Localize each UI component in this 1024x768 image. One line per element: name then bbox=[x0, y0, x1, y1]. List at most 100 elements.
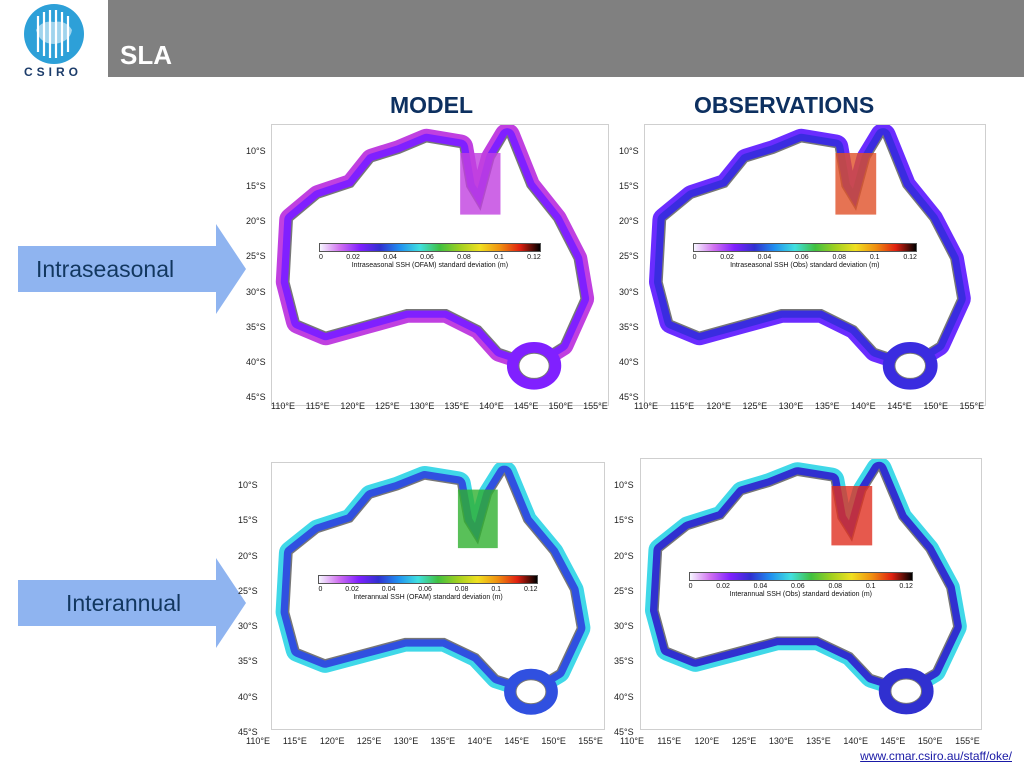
lat-tick-label: 45°S bbox=[619, 392, 639, 402]
colorbar-ticks: 0 0.02 0.04 0.06 0.08 0.1 0.12 bbox=[318, 586, 537, 593]
colorbar-gradient bbox=[319, 242, 541, 252]
lat-tick-label: 25°S bbox=[238, 585, 258, 596]
lon-tick-label: 130°E bbox=[778, 401, 804, 411]
lon-tick-label: 150°E bbox=[917, 736, 943, 746]
colorbar-ticks: 0 0.02 0.04 0.06 0.08 0.1 0.12 bbox=[693, 254, 917, 261]
lat-tick-label: 15°S bbox=[614, 515, 634, 526]
colorbar-tick-label: 0 bbox=[692, 253, 697, 261]
map-panel: 0 0.02 0.04 0.06 0.08 0.1 0.12 Intraseasonal SS… bbox=[271, 123, 609, 406]
colorbar-tick-label: 0.06 bbox=[420, 253, 434, 261]
colorbar-tick-label: 0.06 bbox=[418, 585, 432, 593]
colorbar-tick-label: 0.08 bbox=[457, 253, 471, 261]
colorbar-caption: Interannual SSH (OFAM) standard deviatio… bbox=[353, 593, 503, 601]
lon-tick-label: 155°E bbox=[955, 736, 980, 746]
colorbar-tick-label: 0.12 bbox=[527, 253, 541, 261]
lon-tick-label: 120°E bbox=[706, 401, 731, 411]
colorbar: 0 0.02 0.04 0.06 0.08 0.1 0.12 Interannual SSH … bbox=[318, 574, 538, 601]
row-label-intraseasonal: Intraseasonal bbox=[36, 256, 175, 282]
lon-tick-label: 135°E bbox=[444, 401, 470, 411]
lat-tick-label: 25°S bbox=[246, 251, 266, 262]
colorbar-tick-label: 0.08 bbox=[454, 585, 469, 593]
lon-tick-label: 120°E bbox=[340, 401, 365, 411]
colorbar-tick-label: 0.08 bbox=[828, 583, 843, 591]
lon-tick-label: 150°E bbox=[541, 736, 566, 746]
colorbar-tick-label: 0.1 bbox=[869, 253, 880, 261]
arrow-interannual bbox=[18, 558, 246, 648]
colorbar-tick-label: 0 bbox=[319, 253, 323, 261]
lat-tick-label: 10°S bbox=[246, 146, 266, 156]
lon-tick-label: 115°E bbox=[657, 736, 682, 746]
lon-tick-label: 155°E bbox=[583, 401, 608, 411]
lat-tick-label: 40°S bbox=[619, 356, 639, 367]
arrow-intraseasonal bbox=[18, 224, 246, 314]
lon-tick-label: 120°E bbox=[694, 736, 720, 746]
lon-tick-label: 145°E bbox=[504, 736, 530, 746]
colorbar-tick-label: 0.06 bbox=[795, 253, 809, 261]
lat-tick-label: 25°S bbox=[619, 251, 639, 262]
header-bar bbox=[108, 0, 1024, 77]
lat-tick-label: 15°S bbox=[246, 181, 266, 192]
lon-tick-label: 125°E bbox=[742, 401, 768, 411]
lon-tick-label: 110°E bbox=[271, 401, 295, 411]
colorbar-tick-label: 0.02 bbox=[720, 253, 734, 261]
lat-tick-label: 35°S bbox=[619, 321, 639, 332]
colorbar: 0 0.02 0.04 0.06 0.08 0.1 0.12 Intraseasonal SS… bbox=[692, 242, 917, 269]
colorbar-caption: Intraseasonal SSH (OFAM) standard deviat… bbox=[351, 261, 509, 269]
lat-tick-label: 30°S bbox=[619, 286, 639, 297]
colorbar-gradient bbox=[692, 242, 917, 252]
colorbar-caption: Intraseasonal SSH (Obs) standard deviati… bbox=[730, 261, 880, 269]
lon-tick-label: 115°E bbox=[670, 401, 695, 411]
lon-tick-label: 115°E bbox=[305, 401, 330, 411]
lon-tick-label: 155°E bbox=[959, 401, 985, 411]
colorbar-tick-label: 0.04 bbox=[383, 253, 397, 261]
map-panel: 0 0.02 0.04 0.06 0.08 0.1 0.12 Interannual SSH … bbox=[640, 456, 982, 730]
lon-tick-label: 135°E bbox=[814, 401, 840, 411]
lat-tick-label: 30°S bbox=[614, 621, 634, 632]
colorbar-caption: Interannual SSH (Obs) standard deviation… bbox=[729, 591, 872, 599]
lon-tick-label: 140°E bbox=[843, 736, 869, 746]
column-header-model: MODEL bbox=[390, 92, 474, 118]
lat-tick-label: 10°S bbox=[619, 146, 639, 156]
lat-tick-label: 20°S bbox=[614, 550, 634, 561]
lat-tick-label: 20°S bbox=[619, 216, 639, 227]
lon-tick-label: 110°E bbox=[620, 736, 644, 746]
colorbar-gradient bbox=[688, 572, 913, 582]
lon-tick-label: 140°E bbox=[467, 736, 493, 746]
lat-tick-label: 45°S bbox=[246, 392, 266, 402]
footer-url-link[interactable]: www.cmar.csiro.au/staff/oke/ bbox=[860, 749, 1012, 763]
lat-tick-label: 30°S bbox=[238, 621, 258, 632]
lon-tick-label: 140°E bbox=[479, 401, 504, 411]
colorbar-tick-label: 0.08 bbox=[832, 253, 847, 261]
row-label-interannual: Interannual bbox=[66, 590, 182, 616]
lon-tick-label: 145°E bbox=[880, 736, 906, 746]
lat-tick-label: 20°S bbox=[246, 216, 266, 227]
lon-tick-label: 155°E bbox=[578, 736, 603, 746]
colorbar-tick-label: 0.12 bbox=[899, 583, 913, 591]
lat-tick-label: 35°S bbox=[614, 656, 634, 667]
lat-tick-label: 45°S bbox=[614, 727, 634, 737]
colorbar-tick-label: 0.02 bbox=[716, 583, 730, 591]
lat-tick-label: 35°S bbox=[238, 656, 258, 667]
lat-tick-label: 35°S bbox=[246, 321, 266, 332]
lat-tick-label: 10°S bbox=[238, 480, 258, 490]
csiro-logo: CSIRO bbox=[0, 0, 108, 80]
lon-tick-label: 125°E bbox=[731, 736, 757, 746]
colorbar: 0 0.02 0.04 0.06 0.08 0.1 0.12 Interannual SSH … bbox=[688, 572, 913, 599]
lon-tick-label: 140°E bbox=[851, 401, 876, 411]
lon-tick-label: 145°E bbox=[887, 401, 912, 411]
colorbar-tick-label: 0.12 bbox=[523, 585, 538, 593]
map-panel: 0 0.02 0.04 0.06 0.08 0.1 0.12 Intraseasonal SS… bbox=[644, 123, 986, 406]
lat-tick-label: 20°S bbox=[238, 550, 258, 561]
colorbar-tick-label: 0.04 bbox=[381, 585, 396, 593]
logo-text: CSIRO bbox=[24, 65, 83, 79]
lon-tick-label: 110°E bbox=[246, 736, 270, 746]
colorbar-tick-label: 0.12 bbox=[903, 253, 917, 261]
lat-tick-label: 40°S bbox=[614, 691, 634, 702]
colorbar-tick-label: 0 bbox=[688, 583, 693, 591]
lon-tick-label: 125°E bbox=[375, 401, 400, 411]
colorbar-gradient bbox=[318, 574, 538, 584]
lon-tick-label: 135°E bbox=[430, 736, 456, 746]
map-panel: 0 0.02 0.04 0.06 0.08 0.1 0.12 Interannual SSH … bbox=[271, 460, 605, 730]
lon-tick-label: 130°E bbox=[393, 736, 419, 746]
lon-tick-label: 150°E bbox=[923, 401, 948, 411]
